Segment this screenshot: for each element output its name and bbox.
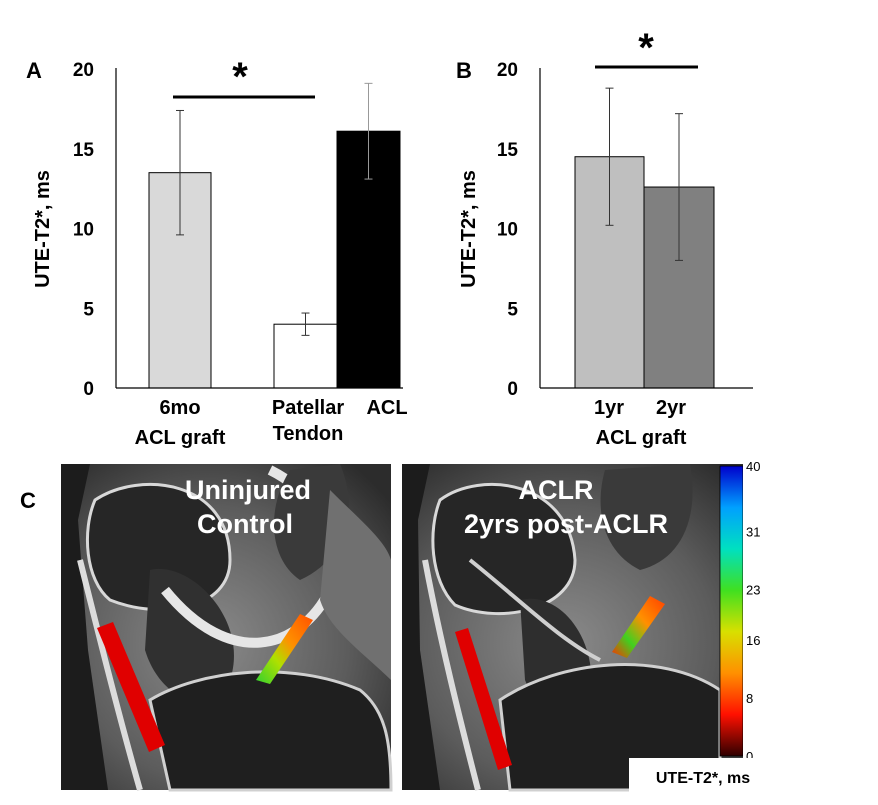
y-tick-label-b-3: 15 bbox=[497, 140, 519, 161]
colorbar-tick-0: 40 bbox=[746, 459, 760, 474]
significance-star-a: * bbox=[232, 55, 248, 99]
acl-overlay-left bbox=[256, 614, 313, 684]
panel-a-label: A bbox=[26, 58, 42, 83]
chart-a: A UTE-T2*, ms 0 5 10 15 20 * 6mo ACL graft P… bbox=[26, 55, 408, 449]
y-tick-label-a-4: 20 bbox=[73, 60, 94, 81]
image-title-right-line1: ACLR bbox=[519, 475, 594, 505]
image-title-left-line1: Uninjured bbox=[185, 475, 311, 505]
panel-b-label: B bbox=[456, 58, 472, 83]
acl-overlay-right bbox=[612, 596, 665, 658]
y-ticks-a: 0 5 10 15 20 bbox=[73, 60, 95, 400]
panel-c-label: C bbox=[20, 488, 36, 513]
y-tick-label-b-1: 5 bbox=[507, 299, 518, 320]
y-tick-label-a-0: 0 bbox=[83, 379, 94, 400]
mri-image-aclr: ACLR 2yrs post-ACLR bbox=[402, 464, 762, 792]
y-tick-label-a-3: 15 bbox=[73, 140, 95, 161]
y-tick-label-b-2: 10 bbox=[497, 220, 518, 241]
category-label-acl: ACL bbox=[366, 397, 407, 419]
colorbar-unit-label: UTE-T2*, ms bbox=[656, 770, 750, 787]
mri-image-uninjured: Uninjured Control bbox=[61, 464, 393, 792]
bars-b bbox=[574, 87, 715, 389]
category-label-patellar: Patellar bbox=[272, 397, 344, 419]
y-axis-title-b: UTE-T2*, ms bbox=[458, 170, 480, 288]
colorbar-tick-3: 16 bbox=[746, 633, 760, 648]
y-ticks-b: 0 5 10 15 20 bbox=[497, 60, 519, 400]
category-label-tendon: Tendon bbox=[273, 423, 344, 445]
y-axis-title-a: UTE-T2*, ms bbox=[32, 170, 54, 288]
image-title-left-line2: Control bbox=[197, 509, 293, 539]
colorbar-tick-2: 23 bbox=[746, 582, 760, 597]
colorbar: 40 31 23 16 8 0 UTE-T2*, ms bbox=[629, 459, 778, 792]
patellar-tendon-overlay-right bbox=[455, 628, 512, 770]
category-label-6mo: 6mo bbox=[159, 397, 200, 419]
bars-a bbox=[148, 82, 401, 389]
y-tick-label-a-1: 5 bbox=[83, 299, 94, 320]
colorbar-ticks: 40 31 23 16 8 0 bbox=[746, 459, 760, 764]
y-tick-label-b-0: 0 bbox=[507, 379, 518, 400]
colorbar-tick-1: 31 bbox=[746, 524, 760, 539]
group-label-acl-graft: ACL graft bbox=[596, 427, 687, 449]
category-label-1yr: 1yr bbox=[594, 397, 624, 419]
colorbar-scale bbox=[719, 465, 744, 757]
image-title-right-line2: 2yrs post-ACLR bbox=[464, 509, 668, 539]
patellar-tendon-overlay-left bbox=[97, 622, 165, 752]
colorbar-tick-5: 0 bbox=[746, 749, 753, 764]
chart-b: B UTE-T2*, ms 0 5 10 15 20 * 1yr 2yr ACL gra… bbox=[456, 26, 753, 449]
significance-star-b: * bbox=[638, 26, 654, 70]
category-label-acl-graft: ACL graft bbox=[135, 427, 226, 449]
category-label-2yr: 2yr bbox=[656, 397, 686, 419]
y-tick-label-b-4: 20 bbox=[497, 60, 518, 81]
colorbar-tick-4: 8 bbox=[746, 691, 753, 706]
y-tick-label-a-2: 10 bbox=[73, 220, 94, 241]
